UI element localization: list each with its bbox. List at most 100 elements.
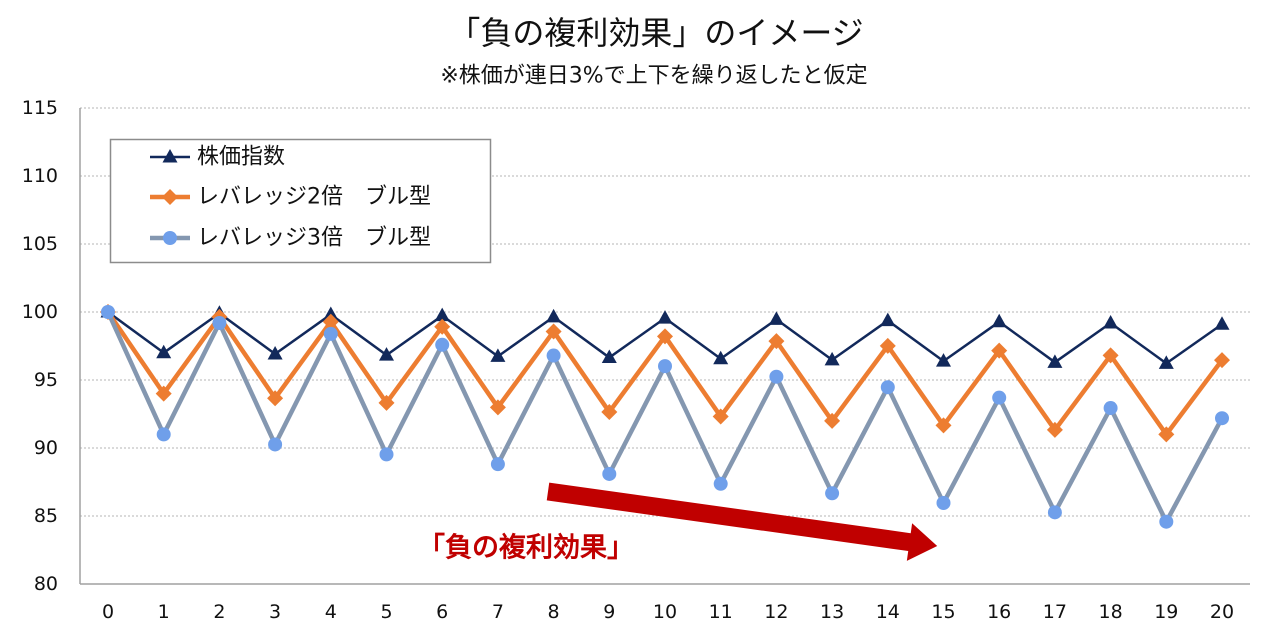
leverage-3x-bull-point [713,476,728,491]
leverage-2x-bull-point [879,337,896,354]
x-tick-label: 1 [158,601,170,623]
legend-label: 株価指数 [197,145,285,170]
leverage-3x-bull-point [435,337,450,352]
x-tick-label: 10 [653,601,677,623]
legend-label: レバレッジ3倍 ブル型 [197,226,431,251]
leverage-3x-bull-point [268,437,283,452]
stock-index-point [267,346,283,360]
stock-index-point [156,344,172,359]
stock-index-point [546,308,562,323]
x-tick-label: 14 [876,601,900,623]
x-tick-label: 8 [548,601,560,623]
leverage-2x-bull-point [378,394,395,411]
leverage-2x-bull-point [1102,347,1119,364]
leverage-2x-bull-point [1214,352,1230,369]
y-tick-label: 105 [22,233,58,255]
legend-entry-stock-index: 株価指数 [150,145,285,170]
legend-label: レバレッジ2倍 ブル型 [197,185,431,210]
y-tick-label: 95 [34,369,58,391]
trend-arrow-shape [546,482,938,561]
leverage-3x-bull-point [101,305,115,319]
x-tick-label: 16 [987,601,1011,623]
y-tick-label: 90 [34,437,58,459]
leverage-3x-bull-point [323,326,338,341]
chart-subtitle: ※株価が連日3%で上下を繰り返したと仮定 [440,64,867,89]
stock-index-point [1214,316,1230,330]
leverage-3x-bull-point [825,486,840,501]
plot-series [100,304,1230,529]
x-tick-label: 0 [102,601,114,623]
leverage-3x-bull-point [212,316,227,331]
legend-sample [150,189,190,205]
leverage-2x-bull-point [545,323,562,340]
legend-sample [150,149,190,163]
x-tick-label: 4 [325,601,337,623]
leverage-3x-bull-point [156,427,171,442]
leverage-2x-bull-point [489,399,506,416]
x-tick-label: 5 [380,601,392,623]
annotation-label: 「負の複利効果」 [418,532,634,564]
stock-index-point [1158,355,1174,369]
trend-arrow [546,482,938,561]
x-tick-label: 20 [1210,601,1234,623]
leverage-3x-bull-point [1215,411,1229,426]
stock-index-point [880,312,896,327]
legend-marker [163,231,177,245]
leverage-3x-bull-point [1047,505,1062,520]
stock-index-point [824,351,840,366]
x-tick-label: 19 [1154,601,1178,623]
x-axis-tick-labels: 0 1 2 3 4 5 6 7 8 9 10 11 12 13 14 15 16 17 18 19 20 [102,601,1234,623]
leverage-2x-bull-point [322,313,339,330]
y-tick-label: 115 [22,97,58,119]
x-tick-label: 13 [820,601,844,623]
leverage-2x-bull-series [100,304,1230,443]
leverage-3x-bull-point [546,348,561,363]
y-tick-label: 80 [34,573,58,595]
leverage-3x-bull-series [101,305,1229,529]
x-tick-label: 7 [492,601,504,623]
leverage-2x-bull-point [824,412,841,429]
leverage-2x-bull-point [601,403,618,420]
leverage-3x-bull-point [490,457,505,472]
stock-index-point [490,348,506,362]
leverage-2x-bull-point [155,385,172,402]
chart-title: 「負の複利効果」のイメージ [448,14,863,52]
leverage-2x-bull-point [768,333,785,350]
leverage-2x-bull-point [1158,426,1175,443]
legend-entry-leverage-3x-bull: レバレッジ3倍 ブル型 [150,226,431,251]
stock-index-point [1047,354,1063,368]
legend: 株価指数 レバレッジ2倍 ブル型 レバレッジ3倍 ブル型 [109,138,492,264]
leverage-3x-bull-point [936,495,951,510]
x-tick-label: 12 [764,601,788,623]
stock-index-point [657,310,673,324]
stock-index-point [1103,315,1119,329]
stock-index-point [936,353,951,367]
x-tick-label: 11 [709,601,733,623]
leverage-3x-bull-point [1159,514,1174,529]
x-tick-label: 17 [1043,601,1067,623]
y-tick-label: 85 [34,505,58,527]
stock-index-point [379,347,394,361]
x-tick-label: 9 [603,601,615,623]
leverage-3x-bull-point [880,380,895,395]
x-tick-label: 6 [436,601,448,623]
x-tick-label: 15 [931,601,955,623]
leverage-2x-bull-point [712,408,729,425]
stock-index-point [991,313,1007,328]
leverage-3x-bull-point [602,466,617,481]
x-tick-label: 3 [269,601,281,623]
legend-entry-leverage-2x-bull: レバレッジ2倍 ブル型 [150,185,431,210]
leverage-2x-bull-point [434,318,451,335]
leverage-3x-bull-point [379,447,394,462]
legend-sample [150,231,190,245]
y-tick-label: 100 [22,301,58,323]
leverage-2x-bull-point [1046,421,1063,438]
y-axis-tick-labels: 80 85 90 95 100 105 110 115 [22,97,58,595]
leverage-3x-bull-point [658,359,672,374]
leverage-2x-bull-point [991,342,1008,359]
stock-index-point [768,311,784,325]
leverage-2x-bull-point [657,328,673,345]
legend-marker [162,189,178,205]
leverage-3x-bull-point [1103,401,1118,416]
